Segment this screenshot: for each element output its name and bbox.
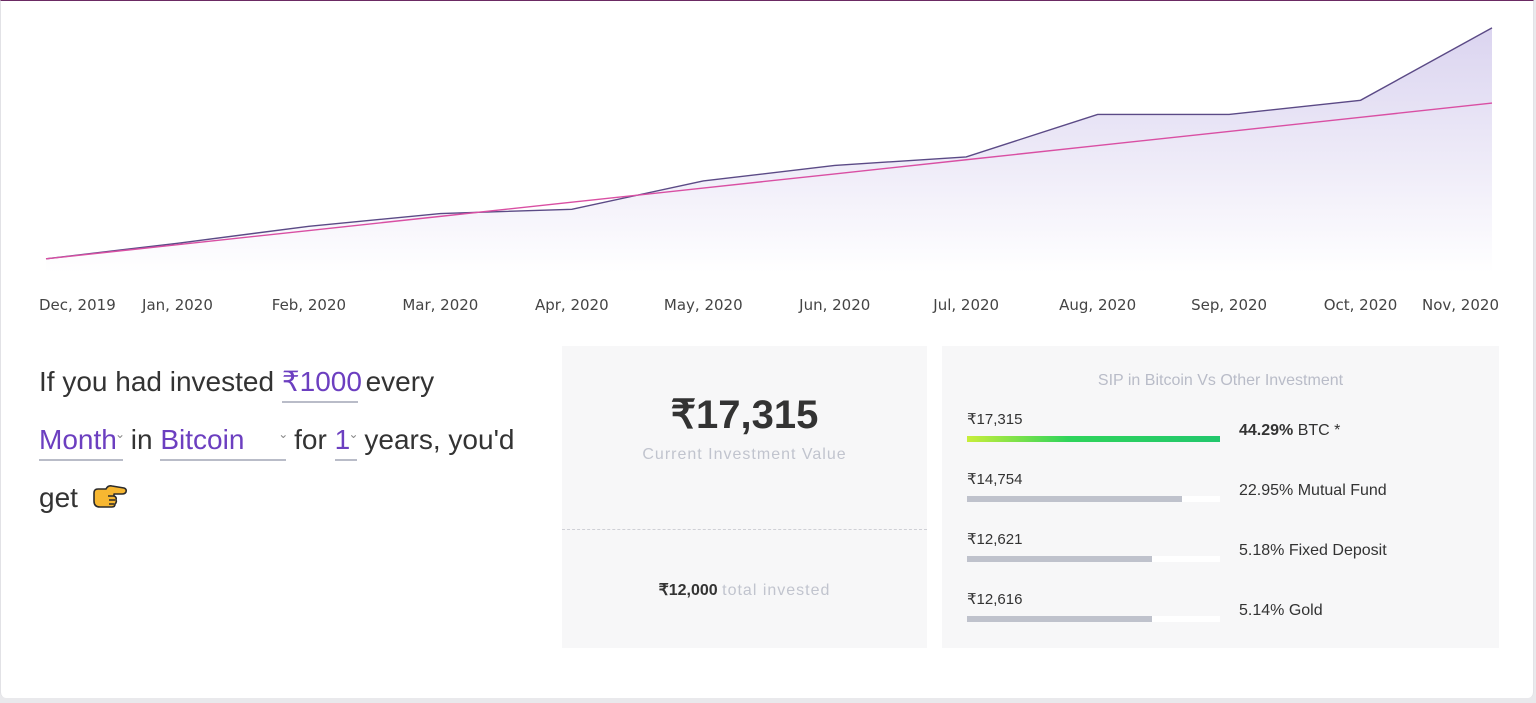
series-area-0 xyxy=(46,27,1492,274)
row-percent: 22.95% xyxy=(1239,482,1294,499)
comparison-panel: SIP in Bitcoin Vs Other Investment ₹17,3… xyxy=(942,346,1499,648)
current-value: ₹17,315 xyxy=(670,393,819,437)
sentence-text-2: every xyxy=(365,366,435,397)
row-percent: 44.29% xyxy=(1239,422,1294,439)
coin-select[interactable]: Bitcoin ⌄ xyxy=(160,423,288,461)
x-tick-label: May, 2020 xyxy=(664,296,743,314)
chevron-down-icon: ⌄ xyxy=(348,427,359,441)
comparison-row-fixed-deposit: ₹12,621 5.18% Fixed Deposit xyxy=(967,530,1477,570)
row-value: ₹12,616 xyxy=(967,591,1023,608)
comparison-row-mutual-fund: ₹14,754 22.95% Mutual Fund xyxy=(967,470,1477,510)
chevron-down-icon: ⌄ xyxy=(278,427,289,441)
row-name: Gold xyxy=(1288,602,1323,619)
sentence-text-6: get xyxy=(39,482,78,513)
sentence-text-5: years, you'd xyxy=(364,424,515,455)
x-tick-label: Sep, 2020 xyxy=(1191,296,1267,314)
pointing-right-hand-icon xyxy=(92,471,128,529)
x-tick-label: Apr, 2020 xyxy=(535,296,609,314)
row-bar-track xyxy=(967,496,1220,502)
x-tick-label: Feb, 2020 xyxy=(272,296,346,314)
comparison-row-btc: ₹17,315 44.29% BTC * xyxy=(967,410,1477,450)
row-bar-track xyxy=(967,556,1220,562)
chevron-down-icon: ⌄ xyxy=(114,427,125,441)
row-name: Mutual Fund xyxy=(1297,482,1387,499)
total-invested-label: total invested xyxy=(722,582,831,599)
row-bar-fill xyxy=(967,436,1220,442)
row-value: ₹12,621 xyxy=(967,531,1023,548)
x-tick-label: Oct, 2020 xyxy=(1324,296,1398,314)
row-label: 44.29% BTC * xyxy=(1239,422,1340,440)
row-name: BTC * xyxy=(1297,422,1341,439)
sentence-text-1: If you had invested xyxy=(39,366,275,397)
row-bar-fill xyxy=(967,496,1183,502)
period-select[interactable]: Month ⌄ xyxy=(39,423,125,461)
series-line-0 xyxy=(45,27,1493,260)
row-bar-track xyxy=(967,616,1220,622)
sip-sentence: If you had invested ₹1000 every Month ⌄ i… xyxy=(39,353,559,529)
years-value: 1 xyxy=(334,424,351,455)
row-value: ₹14,754 xyxy=(967,471,1023,488)
amount-input[interactable]: ₹1000 xyxy=(281,365,362,403)
chart-svg: Dec, 2019 Jan, 2020 Feb, 2020 Mar, 2020 Apr,… xyxy=(39,27,1499,314)
total-invested: ₹12,000 total invested xyxy=(562,580,927,600)
series-line-1 xyxy=(45,102,1493,260)
x-tick-label: Mar, 2020 xyxy=(402,296,478,314)
x-tick-label: Dec, 2019 xyxy=(39,296,116,314)
sip-chart: Dec, 2019 Jan, 2020 Feb, 2020 Mar, 2020 Apr,… xyxy=(1,1,1536,321)
sentence-text-3: in xyxy=(130,424,153,455)
comparison-title: SIP in Bitcoin Vs Other Investment xyxy=(1097,372,1344,389)
sentence-text-4: for xyxy=(294,424,327,455)
row-label: 5.14% Gold xyxy=(1239,602,1323,620)
panel-divider xyxy=(562,529,927,530)
years-select[interactable]: 1 ⌄ xyxy=(334,423,359,461)
row-percent: 5.18% xyxy=(1239,542,1285,559)
row-bar-fill xyxy=(967,556,1152,562)
row-bar-fill xyxy=(967,616,1152,622)
x-tick-label: Nov, 2020 xyxy=(1422,296,1499,314)
current-value-caption: Current Investment Value xyxy=(642,446,847,463)
x-tick-label: Jun, 2020 xyxy=(798,296,870,314)
total-invested-amount: ₹12,000 xyxy=(658,582,718,599)
row-label: 22.95% Mutual Fund xyxy=(1239,482,1387,500)
x-tick-label: Aug, 2020 xyxy=(1059,296,1136,314)
current-value-panel: ₹17,315 Current Investment Value ₹12,000… xyxy=(562,346,927,648)
row-name: Fixed Deposit xyxy=(1288,542,1387,559)
comparison-row-gold: ₹12,616 5.14% Gold xyxy=(967,590,1477,630)
row-percent: 5.14% xyxy=(1239,602,1285,619)
x-tick-label: Jul, 2020 xyxy=(932,296,999,314)
coin-value: Bitcoin xyxy=(160,424,245,455)
row-bar-track xyxy=(967,436,1220,442)
row-label: 5.18% Fixed Deposit xyxy=(1239,542,1387,560)
x-tick-label: Jan, 2020 xyxy=(141,296,213,314)
row-value: ₹17,315 xyxy=(967,411,1023,428)
period-value: Month xyxy=(39,424,117,455)
